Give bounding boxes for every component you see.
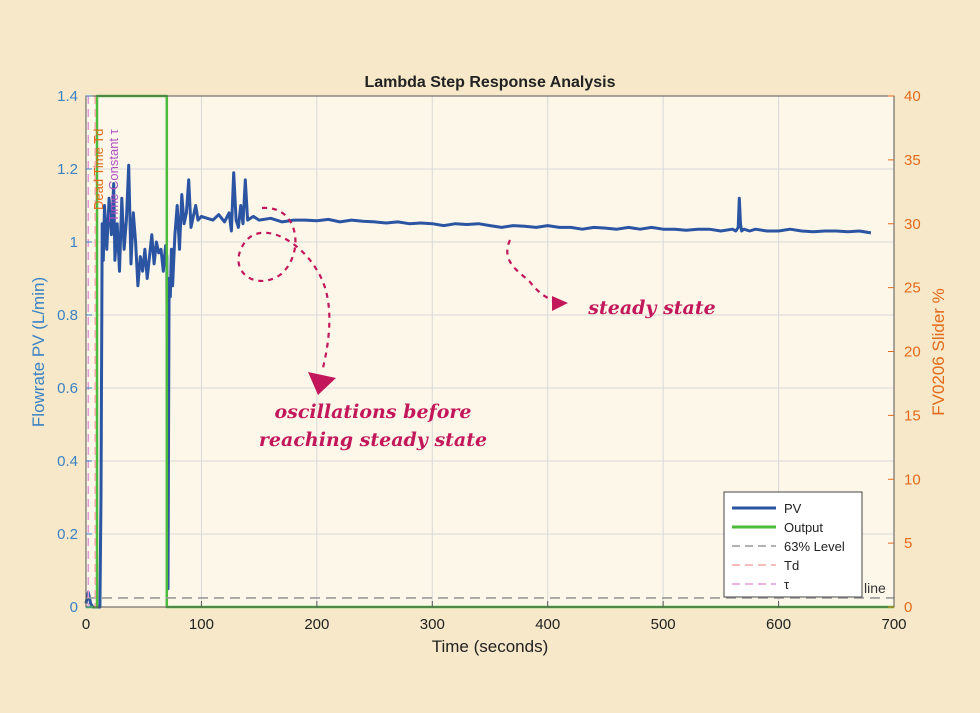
- legend-label: τ: [784, 577, 790, 592]
- left-tick-label: 1: [70, 234, 78, 251]
- left-tick-label: 0.6: [57, 380, 78, 397]
- right-tick-label: 35: [904, 152, 921, 169]
- left-axis-label: Flowrate PV (L/min): [29, 277, 48, 427]
- annotation-steady-state: steady state: [587, 297, 715, 319]
- right-tick-label: 25: [904, 280, 921, 297]
- x-tick-label: 600: [766, 616, 791, 633]
- annotation-oscillations-line1: oscillations before: [274, 401, 471, 423]
- annotation-arrows: [237, 206, 559, 373]
- right-tick-label: 15: [904, 407, 921, 424]
- right-tick-label: 5: [904, 535, 912, 552]
- legend-label: 63% Level: [784, 539, 845, 554]
- left-tick-label: 1.2: [57, 161, 78, 178]
- x-tick-label: 400: [535, 616, 560, 633]
- x-tick-label: 200: [304, 616, 329, 633]
- legend: PV Output 63% Level Td τ: [723, 491, 863, 598]
- x-tick-label: 500: [651, 616, 676, 633]
- x-tick-label: 300: [420, 616, 445, 633]
- left-tick-label: 0.2: [57, 526, 78, 543]
- series-pv-line: [84, 163, 872, 609]
- left-axis-ticks: 0 0.2 0.4 0.6 0.8 1 1.2 1.4: [57, 88, 92, 616]
- x-tick-label: 100: [189, 616, 214, 633]
- right-tick-label: 40: [904, 88, 921, 105]
- right-tick-label: 0: [904, 599, 912, 616]
- dead-time-label: Dead Time Td: [91, 129, 106, 210]
- legend-label: Output: [784, 520, 823, 535]
- x-axis-ticks: 0 100 200 300 400 500 600 700: [82, 601, 907, 633]
- left-tick-label: 1.4: [57, 88, 78, 105]
- legend-label: Td: [784, 558, 799, 573]
- right-tick-label: 20: [904, 344, 921, 361]
- right-axis-label: FV0206 Slider %: [929, 288, 948, 416]
- x-axis-label: Time (seconds): [432, 637, 549, 656]
- steady-arrow-path: [506, 239, 559, 304]
- x-tick-label: 700: [881, 616, 906, 633]
- left-tick-label: 0: [70, 599, 78, 616]
- time-constant-label: Time Constant τ: [106, 128, 121, 222]
- right-axis-ticks: 0 5 10 15 20 25 30 35 40: [888, 88, 921, 616]
- chart-title: Lambda Step Response Analysis: [364, 74, 615, 91]
- oscillation-arrow-path: [237, 206, 331, 373]
- legend-label: PV: [784, 501, 802, 516]
- oscillation-arrowhead: [308, 372, 336, 395]
- left-tick-label: 0.4: [57, 453, 78, 470]
- baseline-label: line: [864, 580, 886, 596]
- right-tick-label: 10: [904, 471, 921, 488]
- left-tick-label: 0.8: [57, 307, 78, 324]
- grid: [86, 96, 894, 607]
- x-tick-label: 0: [82, 616, 90, 633]
- right-tick-label: 30: [904, 216, 921, 233]
- annotation-oscillations-line2: reaching steady state: [259, 429, 487, 451]
- steady-arrowhead: [552, 296, 568, 311]
